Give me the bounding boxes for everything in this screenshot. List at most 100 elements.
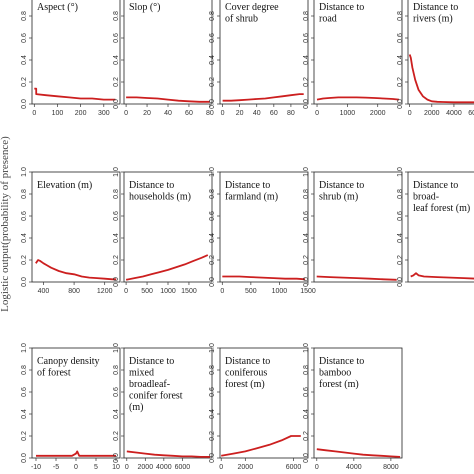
y-tick-label: 0.2 <box>113 431 120 441</box>
x-tick-label: 0 <box>32 110 36 117</box>
response-curve-8 <box>316 275 397 281</box>
y-tick-label: 0.8 <box>209 189 216 199</box>
y-tick-label: 0.4 <box>209 409 216 419</box>
y-tick-label: 1.0 <box>21 167 28 177</box>
x-tick-label: 2000 <box>238 464 254 471</box>
x-tick-label: 2000 <box>138 464 154 471</box>
y-tick-label: 0.2 <box>113 77 120 87</box>
x-tick-label: 10 <box>112 464 120 471</box>
y-tick-label: 0.8 <box>303 365 310 375</box>
panel-title-line: forest (m) <box>225 379 265 390</box>
y-tick-label: 0.0 <box>113 99 120 109</box>
x-tick-label: 400 <box>38 288 50 295</box>
y-tick-label: 0.8 <box>113 365 120 375</box>
y-tick-label: 0.2 <box>113 255 120 265</box>
y-tick-label: 1.0 <box>303 343 310 353</box>
x-tick-label: 4000 <box>156 464 172 471</box>
panel-title-line: of forest <box>37 368 71 379</box>
x-tick-label: 0 <box>221 110 225 117</box>
y-tick-label: 0.0 <box>209 99 216 109</box>
x-tick-label: 6000 <box>175 464 191 471</box>
response-curve-13 <box>316 448 401 458</box>
panel-title-line: Distance to <box>225 180 270 191</box>
x-tick-label: 60 <box>185 110 193 117</box>
x-tick-label: 1000 <box>340 110 356 117</box>
response-curve-12 <box>221 435 301 457</box>
y-tick-label: 0.2 <box>303 255 310 265</box>
y-tick-label: 0.2 <box>209 431 216 441</box>
panel-frame-4 <box>407 0 474 105</box>
x-tick-label: 6000 <box>468 110 474 117</box>
panel-frame-8 <box>313 171 403 283</box>
y-tick-label: 0.4 <box>21 55 28 65</box>
x-tick-label: 8000 <box>383 464 399 471</box>
x-tick-label: 100 <box>52 110 64 117</box>
x-tick-label: 1500 <box>300 288 316 295</box>
panel-title-line: of shrub <box>225 14 258 25</box>
y-tick-label: 0.2 <box>21 77 28 87</box>
y-tick-label: 0.2 <box>21 255 28 265</box>
y-tick-label: 0.0 <box>21 277 28 287</box>
y-tick-label: 1.0 <box>209 343 216 353</box>
x-tick-label: 0 <box>74 464 78 471</box>
y-tick-label: 0.4 <box>303 409 310 419</box>
x-tick-label: 500 <box>245 288 257 295</box>
panel-frame-5 <box>31 171 121 283</box>
x-tick-label: 0 <box>315 464 319 471</box>
panel-title-line: mixed <box>129 368 154 379</box>
panel-title-line: Distance to <box>319 180 364 191</box>
y-tick-label: 0.4 <box>113 55 120 65</box>
y-tick-label: 0.0 <box>113 277 120 287</box>
panel-frame-1 <box>123 0 213 105</box>
y-tick-label: 1.0 <box>113 343 120 353</box>
y-tick-label: 0.6 <box>21 211 28 221</box>
panel-title-line: broadleaf- <box>129 379 170 390</box>
response-curve-7 <box>222 275 306 281</box>
y-tick-label: 0.8 <box>397 189 404 199</box>
y-tick-label: 0.2 <box>209 255 216 265</box>
y-tick-label: 0.2 <box>397 77 404 87</box>
y-tick-label: 0.6 <box>21 387 28 397</box>
x-tick-label: 0 <box>220 288 224 295</box>
panel-title-line: road <box>319 14 337 25</box>
y-tick-label: 0.8 <box>21 365 28 375</box>
panel-title-line: Distance to <box>225 356 270 367</box>
y-tick-label: 0.0 <box>21 99 28 109</box>
panel-title-line: Slop (°) <box>129 2 161 13</box>
x-tick-label: 0 <box>408 110 412 117</box>
y-tick-label: 0.4 <box>303 55 310 65</box>
y-tick-label: 0.4 <box>21 409 28 419</box>
y-tick-label: 0.2 <box>209 77 216 87</box>
y-tick-label: 0.8 <box>209 365 216 375</box>
y-tick-label: 1.0 <box>209 167 216 177</box>
response-curve-9 <box>410 272 474 280</box>
y-tick-label: 0.0 <box>397 99 404 109</box>
y-tick-label: 0.6 <box>113 387 120 397</box>
x-tick-label: 80 <box>287 110 295 117</box>
response-curve-4 <box>408 54 474 104</box>
x-tick-label: 0 <box>125 464 129 471</box>
panel-title-line: Distance to <box>319 356 364 367</box>
y-tick-label: 0.0 <box>113 453 120 463</box>
y-tick-label: 0.0 <box>21 453 28 463</box>
panel-title-line: Aspect (°) <box>37 2 78 13</box>
y-axis-label: Logistic output(probability of presence) <box>0 136 11 312</box>
y-tick-label: 0.8 <box>209 11 216 21</box>
panel-title-line: (m) <box>129 402 143 413</box>
y-tick-label: 0.4 <box>209 55 216 65</box>
y-tick-label: 0.4 <box>303 233 310 243</box>
y-tick-label: 0.4 <box>21 233 28 243</box>
x-tick-label: 1500 <box>181 288 197 295</box>
response-curve-2 <box>222 93 304 102</box>
y-tick-label: 0.6 <box>303 387 310 397</box>
y-tick-label: 0.2 <box>21 431 28 441</box>
y-tick-label: 0.6 <box>209 211 216 221</box>
x-tick-label: 60 <box>270 110 278 117</box>
panel-title-line: conifer forest <box>129 391 183 402</box>
y-tick-label: 0.4 <box>397 55 404 65</box>
response-curve-10 <box>36 450 116 457</box>
panel-title-line: Distance to <box>129 180 174 191</box>
x-tick-label: 800 <box>68 288 80 295</box>
panel-frame-6 <box>123 171 213 283</box>
